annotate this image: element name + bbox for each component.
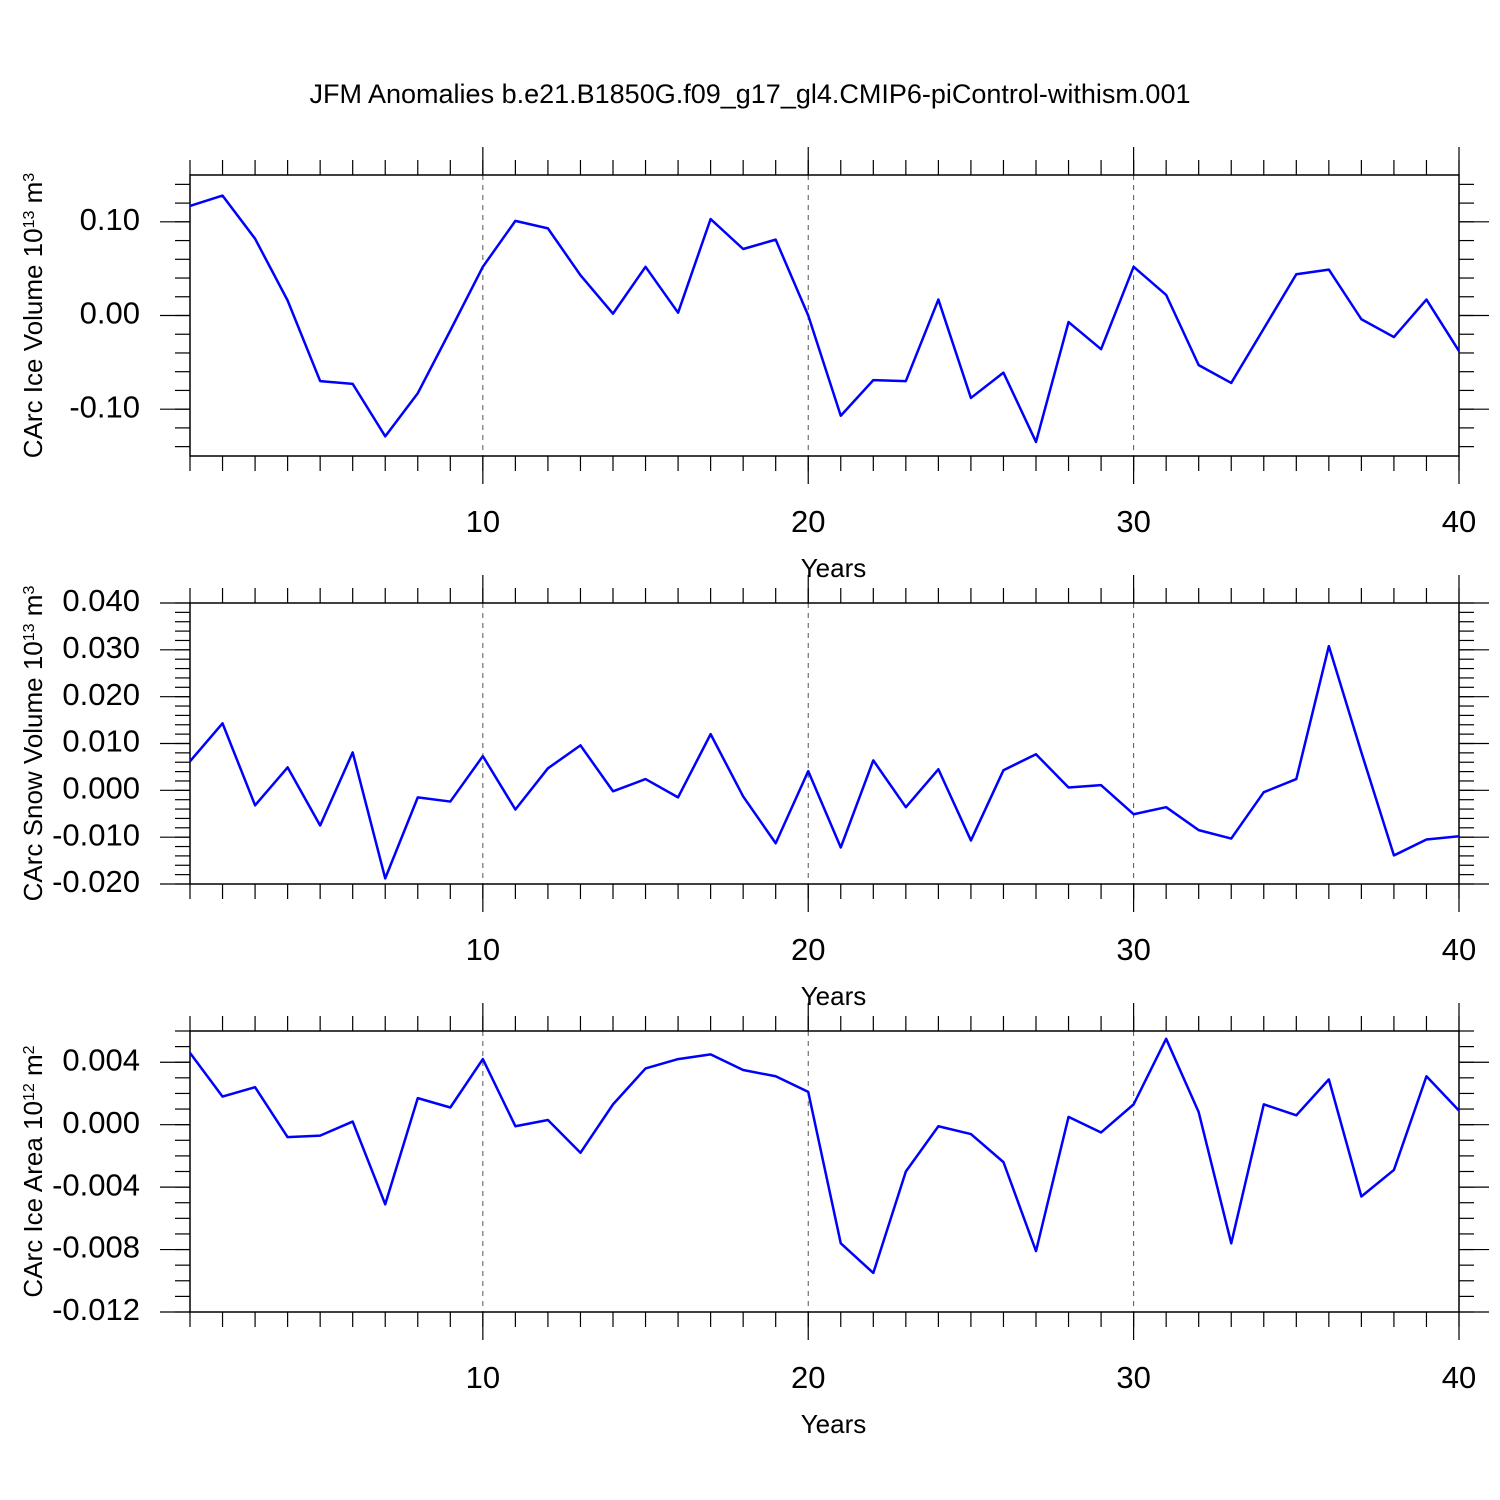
x-tick-label: 40	[1442, 1360, 1476, 1395]
y-tick-label: 0.020	[62, 677, 140, 712]
plot-frame	[189, 1030, 1460, 1313]
y-tick-label: -0.004	[52, 1167, 140, 1202]
x-tick-label: 40	[1442, 504, 1476, 539]
x-tick-label: 30	[1116, 504, 1150, 539]
y-axis-label-exponent: 13	[21, 211, 38, 229]
y-tick-label: 0.030	[62, 630, 140, 665]
y-axis-label-part: m	[18, 1054, 48, 1083]
y-axis-label-part: CArc Ice Area 10	[18, 1101, 48, 1298]
y-axis-label-exponent: 3	[21, 173, 38, 182]
x-tick-label: 10	[466, 932, 500, 967]
y-tick-label: 0.040	[62, 583, 140, 618]
y-tick-label: 0.004	[62, 1042, 140, 1077]
y-axis-label: CArc Snow Volume 1013 m3	[18, 586, 48, 902]
x-tick-label: 30	[1116, 1360, 1150, 1395]
y-axis-label-part: CArc Ice Volume 10	[18, 228, 48, 458]
plot-frame	[189, 602, 1460, 885]
y-axis-label-exponent: 2	[21, 1045, 38, 1054]
y-axis-label-part: m	[18, 182, 48, 211]
y-tick-label: -0.10	[69, 389, 140, 424]
x-tick-label: 20	[791, 1360, 825, 1395]
y-axis-label-exponent: 13	[21, 623, 38, 641]
x-tick-label: 30	[1116, 932, 1150, 967]
y-tick-label: -0.012	[52, 1292, 140, 1327]
y-tick-label: 0.00	[80, 296, 140, 331]
y-axis-label: CArc Ice Volume 1013 m3	[18, 173, 48, 458]
data-line	[189, 194, 1461, 444]
x-axis-label: Years	[801, 553, 867, 583]
x-tick-label: 20	[791, 504, 825, 539]
y-axis-label-part: CArc Snow Volume 10	[18, 641, 48, 901]
chart-title: JFM Anomalies b.e21.B1850G.f09_g17_gl4.C…	[310, 79, 1191, 109]
x-tick-label: 40	[1442, 932, 1476, 967]
y-axis-label: CArc Ice Area 1012 m2	[18, 1045, 48, 1297]
y-tick-label: 0.000	[62, 771, 140, 806]
y-axis-label-exponent: 3	[21, 586, 38, 595]
y-tick-label: -0.010	[52, 817, 140, 852]
x-axis-label: Years	[801, 981, 867, 1011]
data-line	[189, 644, 1460, 880]
data-line	[188, 1037, 1460, 1275]
x-axis-label: Years	[801, 1409, 867, 1439]
y-tick-label: 0.000	[62, 1105, 140, 1140]
y-axis-label-part: m	[18, 595, 48, 624]
y-tick-label: 0.010	[62, 724, 140, 759]
y-tick-label: -0.020	[52, 864, 140, 899]
x-tick-label: 10	[466, 1360, 500, 1395]
x-tick-label: 20	[791, 932, 825, 967]
y-tick-label: -0.008	[52, 1230, 140, 1265]
y-axis-label-exponent: 12	[21, 1083, 38, 1101]
y-tick-label: 0.10	[80, 202, 140, 237]
plot-frame	[189, 174, 1460, 457]
x-tick-label: 10	[466, 504, 500, 539]
